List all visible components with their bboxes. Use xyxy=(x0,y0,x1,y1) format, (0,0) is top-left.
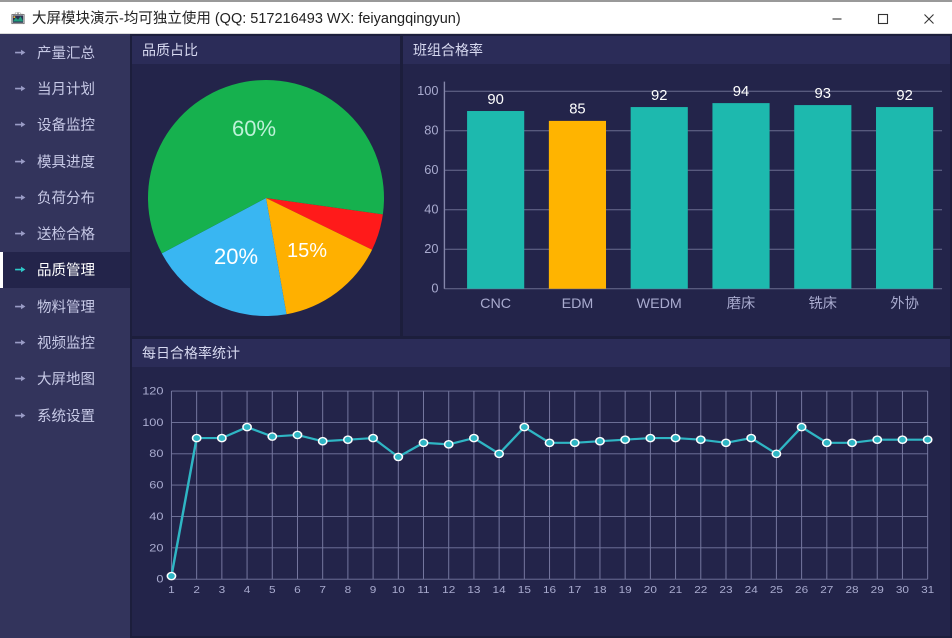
svg-text:WEDM: WEDM xyxy=(637,295,682,311)
svg-text:24: 24 xyxy=(745,585,758,596)
svg-text:40: 40 xyxy=(424,203,438,217)
svg-text:20: 20 xyxy=(149,541,164,554)
svg-text:外协: 外协 xyxy=(890,295,919,311)
svg-text:15: 15 xyxy=(518,585,531,596)
svg-text:CNC: CNC xyxy=(480,295,511,311)
svg-text:8: 8 xyxy=(345,585,352,596)
svg-text:100: 100 xyxy=(142,416,164,429)
svg-text:85: 85 xyxy=(569,102,585,118)
svg-text:60%: 60% xyxy=(232,116,276,141)
svg-text:10: 10 xyxy=(392,585,405,596)
svg-text:94: 94 xyxy=(733,84,749,100)
svg-text:5: 5 xyxy=(269,585,276,596)
svg-text:23: 23 xyxy=(719,585,732,596)
svg-text:1: 1 xyxy=(168,585,175,596)
svg-text:27: 27 xyxy=(820,585,833,596)
svg-text:21: 21 xyxy=(669,585,682,596)
svg-text:29: 29 xyxy=(871,585,884,596)
svg-text:93: 93 xyxy=(815,86,831,102)
svg-text:铣床: 铣床 xyxy=(809,295,838,311)
svg-text:30: 30 xyxy=(896,585,909,596)
svg-text:0: 0 xyxy=(156,572,163,585)
svg-text:2: 2 xyxy=(193,585,200,596)
svg-text:28: 28 xyxy=(845,585,858,596)
svg-text:20%: 20% xyxy=(214,244,258,269)
svg-text:0: 0 xyxy=(431,282,438,296)
svg-text:17: 17 xyxy=(568,585,581,596)
svg-text:40: 40 xyxy=(149,510,164,523)
svg-text:7: 7 xyxy=(319,585,326,596)
svg-text:120: 120 xyxy=(142,384,164,397)
svg-text:90: 90 xyxy=(487,92,503,108)
svg-text:20: 20 xyxy=(424,242,438,256)
svg-text:60: 60 xyxy=(149,478,164,491)
svg-text:31: 31 xyxy=(921,585,934,596)
svg-text:16: 16 xyxy=(543,585,556,596)
svg-text:3: 3 xyxy=(219,585,226,596)
svg-text:20: 20 xyxy=(644,585,657,596)
svg-text:9: 9 xyxy=(370,585,377,596)
svg-text:EDM: EDM xyxy=(562,295,594,311)
svg-text:15%: 15% xyxy=(287,240,327,262)
svg-text:13: 13 xyxy=(467,585,480,596)
svg-text:92: 92 xyxy=(896,88,912,104)
svg-text:19: 19 xyxy=(619,585,632,596)
svg-text:11: 11 xyxy=(417,585,429,596)
svg-text:80: 80 xyxy=(149,447,164,460)
svg-text:12: 12 xyxy=(442,585,455,596)
svg-text:4: 4 xyxy=(244,585,251,596)
svg-text:92: 92 xyxy=(651,88,667,104)
svg-text:60: 60 xyxy=(424,163,438,177)
svg-text:6: 6 xyxy=(294,585,301,596)
svg-text:26: 26 xyxy=(795,585,808,596)
svg-text:22: 22 xyxy=(694,585,707,596)
svg-text:25: 25 xyxy=(770,585,783,596)
svg-text:磨床: 磨床 xyxy=(727,295,756,311)
svg-text:14: 14 xyxy=(493,585,506,596)
svg-text:18: 18 xyxy=(593,585,606,596)
svg-text:80: 80 xyxy=(424,124,438,138)
svg-text:100: 100 xyxy=(417,84,438,98)
